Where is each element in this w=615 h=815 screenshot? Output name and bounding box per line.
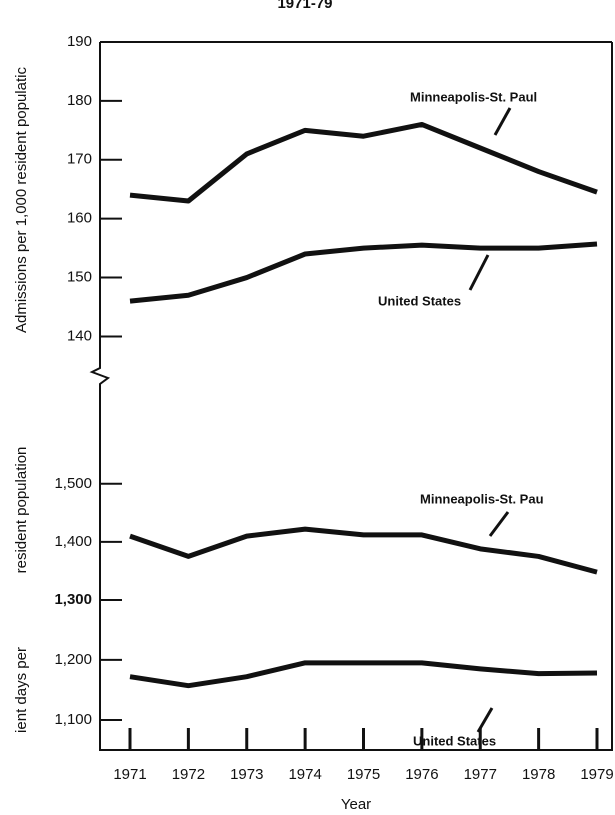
y-tick-label: 150 — [67, 269, 92, 286]
line — [129, 660, 598, 689]
chart-title: 1971-79 — [277, 0, 332, 12]
y-tick-label: 1,200 — [54, 651, 92, 668]
x-tick-label: 1972 — [172, 766, 205, 783]
line — [129, 526, 598, 575]
line — [129, 241, 598, 304]
x-tick-label: 1976 — [405, 766, 438, 783]
x-tick-label: 1977 — [464, 766, 497, 783]
x-tick-label: 1978 — [522, 766, 555, 783]
x-tick-label: 1973 — [230, 766, 263, 783]
axis-frame — [89, 42, 613, 751]
y-tick-label: 1,300 — [54, 591, 92, 608]
y-axis-label: resident population — [13, 447, 30, 574]
y-tick-label: 190 — [67, 33, 92, 50]
y-axis-label: Admissions per 1,000 resident populatic — [13, 67, 30, 333]
annotation: United States — [413, 733, 496, 748]
line — [129, 121, 598, 204]
y-tick-label: 170 — [67, 151, 92, 168]
x-tick-label: 1979 — [580, 766, 613, 783]
y-tick-label: 160 — [67, 210, 92, 227]
y-tick-label: 140 — [67, 327, 92, 344]
x-tick-label: 1971 — [113, 766, 146, 783]
y-tick-label: 180 — [67, 92, 92, 109]
x-tick-label: 1975 — [347, 766, 380, 783]
y-tick-label: 1,500 — [54, 475, 92, 492]
annotation: United States — [378, 293, 461, 308]
y-tick-label: 1,100 — [54, 711, 92, 728]
annotation: Minneapolis-St. Pau — [420, 491, 544, 506]
x-axis-label: Year — [341, 796, 371, 813]
y-axis-label: ient days per — [13, 647, 30, 733]
y-tick-label: 1,400 — [54, 533, 92, 550]
x-tick-label: 1974 — [288, 766, 321, 783]
annotation: Minneapolis-St. Paul — [410, 89, 537, 104]
arrows — [468, 107, 512, 733]
